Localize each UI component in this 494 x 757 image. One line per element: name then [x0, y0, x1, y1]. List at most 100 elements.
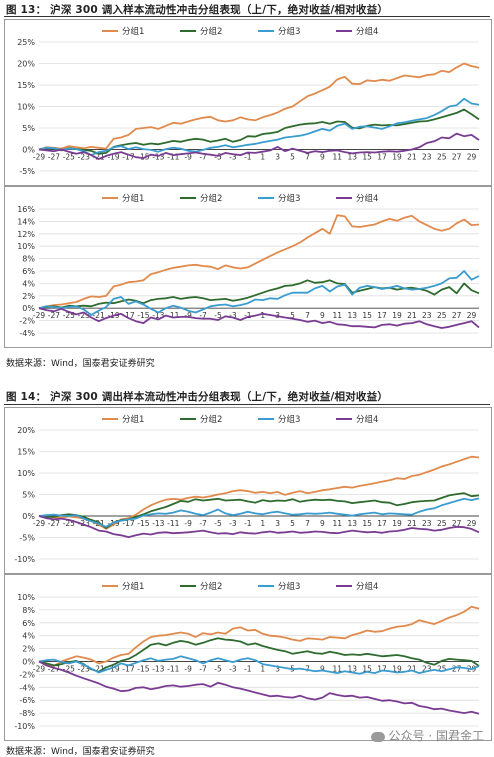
- x-tick-label: 13: [347, 519, 357, 528]
- x-tick-label: 11: [333, 519, 343, 528]
- y-tick-label: 15%: [17, 448, 35, 457]
- x-tick-label: -29: [33, 311, 45, 320]
- x-tick-label: 1: [260, 519, 265, 528]
- x-tick-label: 15: [362, 665, 372, 674]
- x-tick-label: -27: [48, 665, 60, 674]
- y-tick-label: -4%: [19, 329, 35, 338]
- series-line-2: [38, 637, 480, 673]
- legend-label-2: 分组2: [200, 26, 222, 37]
- x-tick-label: 27: [452, 665, 462, 674]
- chart-panel-4: -10% -8% -6% -4% -2% 0% 2% 4% 6% 8% 10% -29 -27 -25 -2…: [4, 574, 492, 741]
- figure-14-rule: [4, 404, 490, 405]
- y-tick-label: -5%: [19, 534, 35, 543]
- y-tick-label: 10%: [17, 469, 35, 478]
- wechat-icon: [370, 731, 385, 742]
- x-tick-label: -25: [63, 665, 75, 674]
- series-line-3: [38, 497, 480, 528]
- series-line-1: [38, 455, 480, 530]
- x-tick-label: -5: [214, 665, 222, 674]
- x-tick-label: -15: [137, 665, 149, 674]
- x-tick-label: 23: [422, 311, 432, 320]
- legend-label-3: 分组3: [278, 193, 300, 204]
- x-tick-label: 23: [422, 519, 432, 528]
- y-tick-label: 16%: [17, 205, 35, 214]
- legend-label-4: 分组4: [356, 193, 378, 204]
- x-tick-label: 7: [305, 153, 310, 162]
- x-tick-label: 19: [392, 153, 402, 162]
- legend-label-1: 分组1: [122, 26, 144, 37]
- x-tick-label: -25: [63, 311, 75, 320]
- y-tick-label: 0%: [22, 304, 35, 313]
- x-tick-label: -17: [122, 153, 134, 162]
- x-tick-label: 1: [260, 665, 265, 674]
- x-tick-label: 15: [362, 519, 372, 528]
- x-tick-label: -11: [167, 311, 179, 320]
- y-tick-label: 0%: [22, 658, 35, 667]
- y-tick-label: 10%: [17, 242, 35, 251]
- series-line-2: [38, 108, 480, 155]
- x-tick-label: -15: [137, 153, 149, 162]
- x-tick-label: 29: [467, 311, 477, 320]
- series-line-4: [38, 515, 480, 539]
- x-tick-label: -1: [244, 519, 252, 528]
- y-tick-label: 8%: [22, 255, 35, 264]
- x-tick-label: 9: [320, 665, 325, 674]
- x-tick-label: 25: [437, 665, 447, 674]
- x-tick-label: -29: [33, 665, 45, 674]
- x-tick-label: -23: [78, 153, 90, 162]
- x-tick-label: -9: [184, 665, 192, 674]
- x-tick-label: -9: [184, 311, 192, 320]
- y-tick-label: 5%: [22, 491, 35, 500]
- x-tick-label: 5: [290, 153, 295, 162]
- x-tick-label: 17: [377, 311, 387, 320]
- x-tick-label: 3: [275, 153, 280, 162]
- y-tick-label: 12%: [17, 230, 35, 239]
- x-tick-label: 9: [320, 519, 325, 528]
- x-tick-label: -7: [199, 311, 207, 320]
- x-tick-label: 13: [347, 665, 357, 674]
- chart-panel-2: -4% -2% 0% 2% 4% 6% 8% 10% 12% 14% 16% -29 -27 -25 -23…: [4, 186, 492, 348]
- x-tick-label: -11: [167, 665, 179, 674]
- y-tick-label: 2%: [22, 292, 35, 301]
- x-tick-label: -23: [78, 311, 90, 320]
- x-tick-label: 1: [260, 311, 265, 320]
- x-tick-label: 7: [305, 665, 310, 674]
- y-tick-label: 2%: [22, 645, 35, 654]
- x-tick-label: -21: [93, 665, 105, 674]
- x-tick-label: 25: [437, 311, 447, 320]
- y-tick-label: -2%: [19, 317, 35, 326]
- y-tick-label: -10%: [14, 722, 35, 731]
- x-tick-label: -1: [244, 665, 252, 674]
- x-tick-label: 25: [437, 519, 447, 528]
- x-tick-label: -3: [229, 153, 237, 162]
- chart-1-svg: -5%0%5%10%15%20%25%-29 -27 -25 -23 -21 -19 -17…: [17, 26, 480, 176]
- x-tick-label: -19: [107, 665, 119, 674]
- x-tick-label: -3: [229, 665, 237, 674]
- x-tick-label: 19: [392, 519, 402, 528]
- x-tick-label: 9: [320, 311, 325, 320]
- x-tick-label: -13: [152, 311, 164, 320]
- x-tick-label: 13: [347, 153, 357, 162]
- legend-label-1: 分组1: [122, 414, 144, 425]
- figure-13-rule: [4, 16, 490, 17]
- x-tick-label: -23: [78, 665, 90, 674]
- x-tick-label: 15: [362, 153, 372, 162]
- series-line-1: [38, 605, 480, 667]
- x-tick-label: 23: [422, 153, 432, 162]
- x-tick-label: -11: [167, 153, 179, 162]
- x-tick-label: -1: [244, 311, 252, 320]
- legend-label-2: 分组2: [200, 581, 222, 592]
- figure-13-source: 数据来源：Wind，国泰君安证券研究: [6, 359, 155, 369]
- x-tick-label: 7: [305, 519, 310, 528]
- x-tick-label: -9: [184, 153, 192, 162]
- x-tick-label: 7: [305, 311, 310, 320]
- x-tick-label: 9: [320, 153, 325, 162]
- legend-label-3: 分组3: [278, 414, 300, 425]
- legend-label-1: 分组1: [122, 193, 144, 204]
- y-tick-label: 4%: [22, 279, 35, 288]
- x-tick-label: 3: [275, 665, 280, 674]
- x-tick-label: 3: [275, 519, 280, 528]
- x-tick-label: -23: [78, 519, 90, 528]
- y-tick-label: 0%: [22, 146, 35, 155]
- x-tick-label: -25: [63, 153, 75, 162]
